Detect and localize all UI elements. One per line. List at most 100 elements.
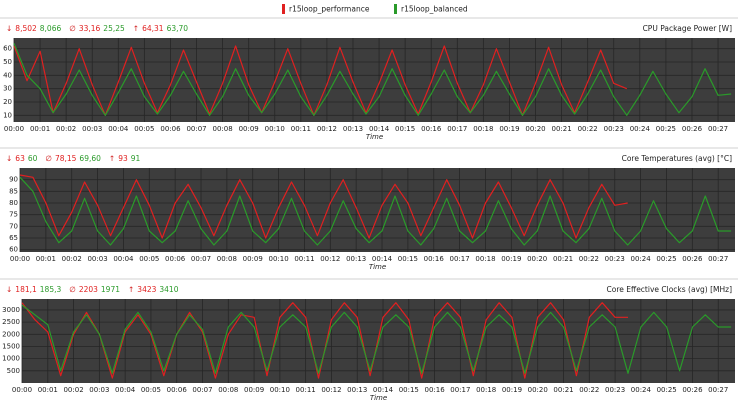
chart-title: CPU Package Power [W]: [643, 24, 733, 33]
x-axis-label: Time: [369, 263, 386, 271]
y-tick-label: 90: [9, 176, 18, 184]
y-tick-label: 50: [3, 58, 12, 66]
x-tick-label: 00:15: [399, 386, 419, 394]
stat-value: 1971: [101, 285, 120, 294]
x-tick-label: 00:22: [579, 386, 599, 394]
x-tick-label: 00:17: [447, 125, 467, 133]
stat-value: 93: [118, 154, 128, 163]
x-tick-label: 00:19: [502, 386, 522, 394]
x-tick-label: 00:06: [160, 125, 181, 133]
stat-value: 63: [15, 154, 25, 163]
series-line: [19, 176, 732, 246]
y-tick-label: 30: [3, 85, 12, 93]
x-tick-label: 00:25: [657, 386, 677, 394]
x-tick-label: 00:27: [708, 255, 728, 263]
x-tick-label: 00:09: [239, 125, 259, 133]
series-line: [13, 45, 628, 116]
x-tick-label: 00:04: [115, 386, 136, 394]
stat-value: 25,25: [103, 24, 125, 33]
x-tick-label: 00:03: [89, 386, 109, 394]
stat-value: 2203: [79, 285, 98, 294]
x-tick-label: 00:18: [473, 125, 493, 133]
x-tick-label: 00:11: [296, 386, 316, 394]
x-tick-label: 00:19: [499, 125, 519, 133]
x-tick-label: 00:21: [552, 125, 572, 133]
x-tick-label: 00:00: [4, 125, 24, 133]
x-tick-label: 00:20: [525, 125, 545, 133]
stat-symbol: ↓: [6, 285, 12, 294]
stat-value: 60: [28, 154, 38, 163]
x-tick-label: 00:22: [578, 125, 598, 133]
x-tick-label: 00:07: [192, 386, 212, 394]
x-tick-label: 00:17: [450, 386, 470, 394]
x-tick-label: 00:06: [167, 386, 188, 394]
legend-label: r15loop_balanced: [401, 5, 468, 14]
y-tick-label: 70: [9, 222, 18, 230]
x-tick-label: 00:14: [369, 125, 390, 133]
x-tick-label: 00:13: [343, 125, 363, 133]
stat-symbol: ∅: [45, 154, 52, 163]
y-tick-label: 2000: [2, 330, 20, 338]
x-tick-label: 00:15: [395, 125, 415, 133]
x-tick-label: 00:10: [265, 125, 285, 133]
x-tick-label: 00:27: [708, 386, 728, 394]
stat-symbol: ↑: [128, 285, 134, 294]
x-tick-label: 00:22: [579, 255, 599, 263]
y-tick-label: 1500: [2, 342, 20, 350]
stats: ↓ 181,1 185,3 ∅ 2203 1971 ↑ 3423 3410: [6, 285, 179, 294]
y-tick-label: 20: [3, 98, 12, 106]
x-tick-label: 00:10: [270, 386, 290, 394]
x-tick-label: 00:07: [186, 125, 206, 133]
x-tick-label: 00:02: [62, 255, 82, 263]
x-tick-label: 00:13: [347, 386, 367, 394]
stat-symbol: ↓: [6, 154, 12, 163]
stat-value: 64,31: [142, 24, 164, 33]
stat-value: 78,15: [55, 154, 77, 163]
x-tick-label: 00:23: [605, 255, 625, 263]
x-tick-label: 00:24: [631, 386, 652, 394]
stat-symbol: ∅: [69, 24, 76, 33]
x-tick-label: 00:27: [708, 125, 728, 133]
x-tick-label: 00:01: [38, 386, 58, 394]
x-tick-label: 00:03: [87, 255, 107, 263]
series-line: [21, 304, 732, 374]
x-tick-label: 00:16: [424, 386, 445, 394]
chart-title: Core Effective Clocks (avg) [MHz]: [607, 285, 733, 294]
chart-title: Core Temperatures (avg) [°C]: [622, 154, 732, 163]
legend-label: r15loop_performance: [289, 5, 370, 14]
x-tick-label: 00:19: [501, 255, 521, 263]
stat-symbol: ↑: [133, 24, 139, 33]
x-tick-label: 00:23: [604, 125, 624, 133]
x-tick-label: 00:08: [218, 386, 238, 394]
stat-value: 8,502: [15, 24, 37, 33]
y-tick-label: 80: [9, 199, 18, 207]
x-axis-label: Time: [370, 394, 387, 402]
x-tick-label: 00:12: [320, 255, 340, 263]
stat-symbol: ↑: [109, 154, 115, 163]
stat-symbol: ↓: [6, 24, 12, 33]
x-tick-label: 00:26: [682, 255, 703, 263]
x-tick-label: 00:26: [682, 125, 703, 133]
x-tick-label: 00:23: [605, 386, 625, 394]
x-tick-label: 00:26: [682, 386, 703, 394]
plot-area: [20, 168, 735, 252]
y-tick-label: 3000: [2, 306, 20, 314]
x-tick-label: 00:24: [631, 255, 652, 263]
series-line: [19, 174, 628, 239]
stat-value: 3423: [137, 285, 156, 294]
x-tick-label: 00:08: [213, 125, 233, 133]
x-tick-label: 00:06: [165, 255, 186, 263]
y-tick-label: 60: [9, 246, 18, 254]
stat-value: 185,3: [40, 285, 62, 294]
x-tick-label: 00:13: [346, 255, 366, 263]
x-tick-label: 00:11: [291, 125, 311, 133]
x-tick-label: 00:00: [12, 386, 32, 394]
x-tick-label: 00:09: [243, 255, 263, 263]
x-tick-label: 00:00: [10, 255, 30, 263]
x-tick-label: 00:16: [424, 255, 445, 263]
stat-value: 63,70: [167, 24, 189, 33]
x-tick-label: 00:18: [475, 255, 495, 263]
legend-swatch: [394, 4, 397, 14]
